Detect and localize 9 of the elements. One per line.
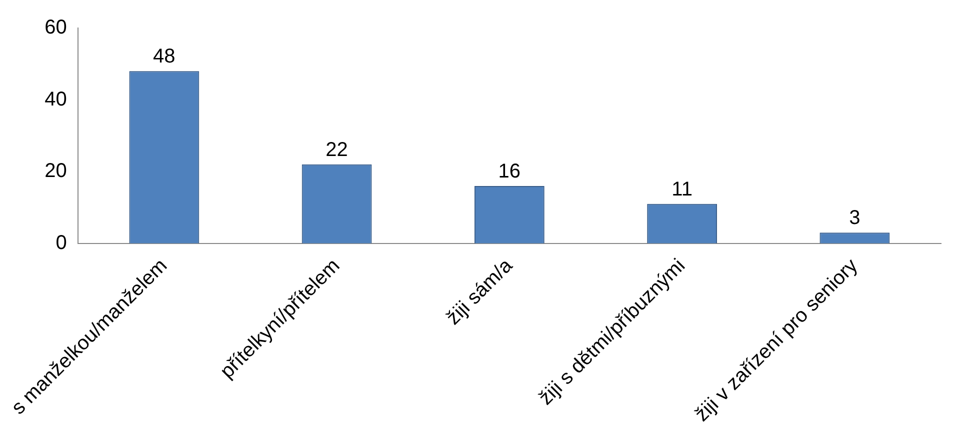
y-tick-label: 60 [44,16,67,39]
data-label: 16 [498,160,521,182]
data-label: 3 [849,207,860,230]
y-tick-label: 20 [44,160,67,182]
y-tick-label: 0 [56,232,67,254]
y-tick-label: 40 [44,88,67,110]
data-label: 22 [326,138,348,161]
data-label: 48 [153,46,176,68]
data-label: 11 [672,178,692,200]
